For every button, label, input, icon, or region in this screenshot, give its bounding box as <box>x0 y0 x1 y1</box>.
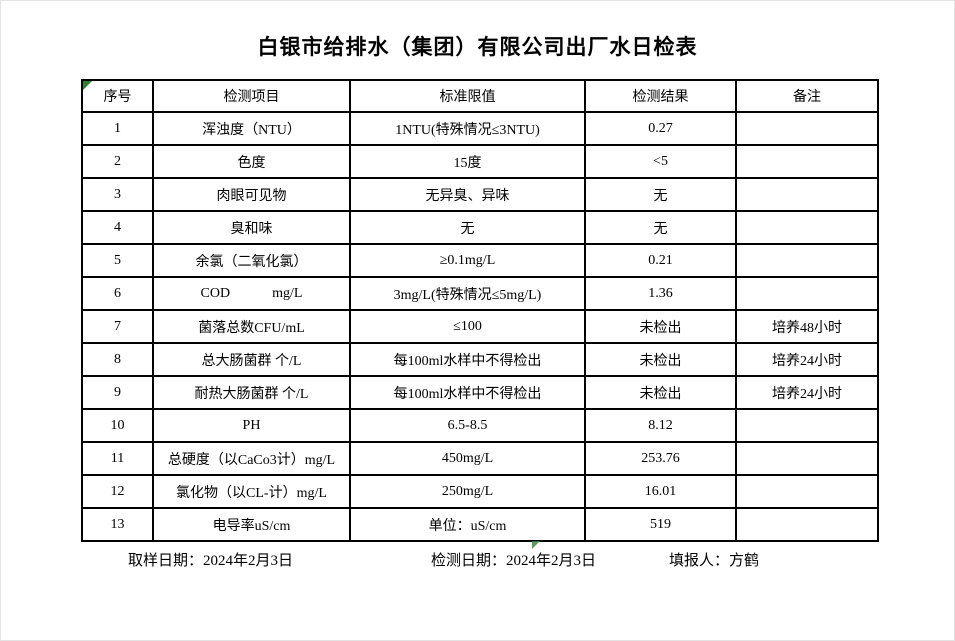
cell-remark <box>735 441 879 476</box>
cell-item: 总硬度（以CaCo3计）mg/L <box>152 441 351 476</box>
cell-standard: 15度 <box>349 144 586 179</box>
cell-result: 无 <box>584 210 737 245</box>
cell-seq: 11 <box>81 441 154 476</box>
table-row: 13 电导率uS/cm 单位：uS/cm 519 <box>81 507 879 542</box>
cell-item: 肉眼可见物 <box>152 177 351 212</box>
cell-item: 氯化物（以CL-计）mg/L <box>152 474 351 509</box>
cell-result: 1.36 <box>584 276 737 311</box>
column-header: 检测项目 <box>152 79 351 113</box>
cell-item: 余氯（二氧化氯） <box>152 243 351 278</box>
cell-result: 519 <box>584 507 737 542</box>
cell-remark <box>735 177 879 212</box>
cell-standard: ≥0.1mg/L <box>349 243 586 278</box>
table-row: 6 COD mg/L 3mg/L(特殊情况≤5mg/L) 1.36 <box>81 276 879 311</box>
table-row: 7 菌落总数CFU/mL ≤100 未检出 培养48小时 <box>81 309 879 344</box>
cell-standard: 450mg/L <box>349 441 586 476</box>
table-row: 10 PH 6.5-8.5 8.12 <box>81 408 879 443</box>
cell-remark <box>735 210 879 245</box>
cell-seq: 2 <box>81 144 154 179</box>
cell-remark <box>735 408 879 443</box>
table-row: 4 臭和味无无 <box>81 210 879 245</box>
cell-seq: 6 <box>81 276 154 311</box>
cell-item: 浑浊度（NTU） <box>152 111 351 146</box>
cell-standard: 无异臭、异味 <box>349 177 586 212</box>
table-row: 8 总大肠菌群 个/L 每100ml水样中不得检出 未检出 培养24小时 <box>81 342 879 377</box>
cell-remark: 培养48小时 <box>735 309 879 344</box>
cell-item: PH <box>152 408 351 443</box>
cell-remark <box>735 276 879 311</box>
cell-remark: 培养24小时 <box>735 342 879 377</box>
cell-remark: 培养24小时 <box>735 375 879 410</box>
cell-standard: 6.5-8.5 <box>349 408 586 443</box>
cell-item: 总大肠菌群 个/L <box>152 342 351 377</box>
cell-result: 16.01 <box>584 474 737 509</box>
cell-remark <box>735 243 879 278</box>
cell-result: 未检出 <box>584 309 737 344</box>
table-row: 3 肉眼可见物 无异臭、异味无 <box>81 177 879 212</box>
cell-item: 菌落总数CFU/mL <box>152 309 351 344</box>
column-header: 检测结果 <box>584 79 737 113</box>
cell-standard: 每100ml水样中不得检出 <box>349 342 586 377</box>
cell-remark <box>735 474 879 509</box>
cell-standard: 单位：uS/cm <box>349 507 586 542</box>
column-header: 序号 <box>81 79 154 113</box>
cell-result: <5 <box>584 144 737 179</box>
cell-standard: 250mg/L <box>349 474 586 509</box>
cell-seq: 9 <box>81 375 154 410</box>
cell-seq: 4 <box>81 210 154 245</box>
cell-item: COD mg/L <box>152 276 351 311</box>
cell-standard: 3mg/L(特殊情况≤5mg/L) <box>349 276 586 311</box>
cell-remark <box>735 144 879 179</box>
cell-standard: 无 <box>349 210 586 245</box>
cell-seq: 5 <box>81 243 154 278</box>
cell-result: 0.21 <box>584 243 737 278</box>
cell-seq: 1 <box>81 111 154 146</box>
column-header: 备注 <box>735 79 879 113</box>
table-row: 11 总硬度（以CaCo3计）mg/L 450mg/L 253.76 <box>81 441 879 476</box>
cell-result: 未检出 <box>584 342 737 377</box>
sampling-date-text: 取样日期：2024年2月3日 <box>128 553 294 569</box>
cell-seq: 12 <box>81 474 154 509</box>
table-row: 2 色度 15度 <5 <box>81 144 879 179</box>
header-row: 序号 检测项目 标准限值 检测结果 备注 <box>81 79 879 113</box>
table-header: 序号 检测项目 标准限值 检测结果 备注 <box>81 79 879 113</box>
table-row: 12 氯化物（以CL-计）mg/L 250mg/L 16.01 <box>81 474 879 509</box>
cell-item: 耐热大肠菌群 个/L <box>152 375 351 410</box>
reporter-text: 填报人：方鹤 <box>669 553 760 569</box>
cell-item: 臭和味 <box>152 210 351 245</box>
inspection-table: 序号 检测项目 标准限值 检测结果 备注 1 浑浊度（NTU） 1NTU(特殊情况≤3NTU… <box>81 79 879 542</box>
page-title: 白银市给排水（集团）有限公司出厂水日检表 <box>257 36 698 59</box>
cell-standard: 每100ml水样中不得检出 <box>349 375 586 410</box>
cell-remark <box>735 111 879 146</box>
testing-date-text: 检测日期：2024年2月3日 <box>431 553 597 569</box>
cell-result: 8.12 <box>584 408 737 443</box>
table-row: 9 耐热大肠菌群 个/L 每100ml水样中不得检出 未检出 培养24小时 <box>81 375 879 410</box>
cell-result: 0.27 <box>584 111 737 146</box>
cell-standard: 1NTU(特殊情况≤3NTU) <box>349 111 586 146</box>
column-header: 标准限值 <box>349 79 586 113</box>
cell-result: 无 <box>584 177 737 212</box>
excel-cell-marker-icon <box>532 541 540 549</box>
cell-result: 未检出 <box>584 375 737 410</box>
table-row: 5 余氯（二氧化氯） ≥0.1mg/L 0.21 <box>81 243 879 278</box>
table-body: 1 浑浊度（NTU） 1NTU(特殊情况≤3NTU) 0.27 2 色度 15度 <5 3 肉眼可… <box>81 111 879 542</box>
table-row: 1 浑浊度（NTU） 1NTU(特殊情况≤3NTU) 0.27 <box>81 111 879 146</box>
cell-seq: 10 <box>81 408 154 443</box>
cell-result: 253.76 <box>584 441 737 476</box>
cell-remark <box>735 507 879 542</box>
cell-seq: 8 <box>81 342 154 377</box>
cell-standard: ≤100 <box>349 309 586 344</box>
cell-seq: 13 <box>81 507 154 542</box>
excel-corner-marker-icon <box>83 81 92 90</box>
cell-seq: 3 <box>81 177 154 212</box>
cell-item: 电导率uS/cm <box>152 507 351 542</box>
cell-item: 色度 <box>152 144 351 179</box>
cell-seq: 7 <box>81 309 154 344</box>
